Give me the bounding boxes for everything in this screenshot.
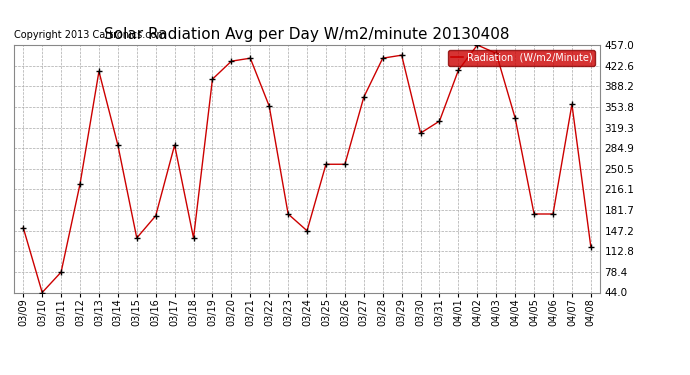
Text: Copyright 2013 Cartronics.com: Copyright 2013 Cartronics.com	[14, 30, 166, 40]
Title: Solar Radiation Avg per Day W/m2/minute 20130408: Solar Radiation Avg per Day W/m2/minute …	[104, 27, 510, 42]
Legend: Radiation  (W/m2/Minute): Radiation (W/m2/Minute)	[448, 50, 595, 66]
